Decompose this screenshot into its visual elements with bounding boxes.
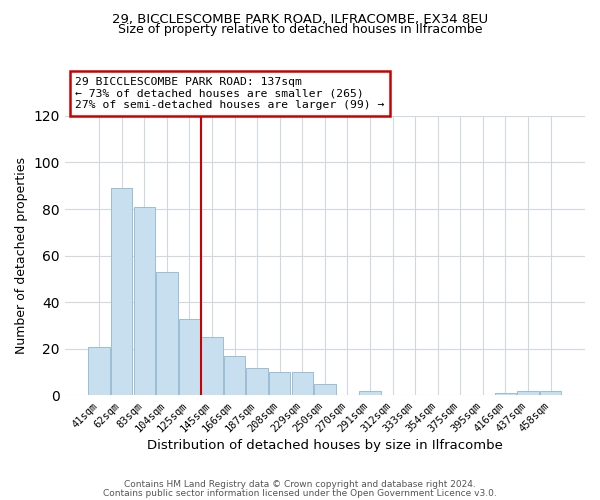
Y-axis label: Number of detached properties: Number of detached properties bbox=[15, 157, 28, 354]
Text: 29, BICCLESCOMBE PARK ROAD, ILFRACOMBE, EX34 8EU: 29, BICCLESCOMBE PARK ROAD, ILFRACOMBE, … bbox=[112, 12, 488, 26]
Bar bbox=[495, 393, 516, 396]
Text: Contains public sector information licensed under the Open Government Licence v3: Contains public sector information licen… bbox=[103, 488, 497, 498]
Text: Contains HM Land Registry data © Crown copyright and database right 2024.: Contains HM Land Registry data © Crown c… bbox=[124, 480, 476, 489]
Bar bbox=[224, 356, 245, 396]
Bar bbox=[269, 372, 290, 396]
Bar bbox=[88, 346, 110, 396]
Bar bbox=[517, 391, 539, 396]
Bar bbox=[156, 272, 178, 396]
Bar bbox=[314, 384, 335, 396]
Text: Size of property relative to detached houses in Ilfracombe: Size of property relative to detached ho… bbox=[118, 22, 482, 36]
Bar bbox=[540, 391, 562, 396]
Bar bbox=[179, 318, 200, 396]
Bar bbox=[111, 188, 133, 396]
Bar bbox=[134, 207, 155, 396]
Text: 29 BICCLESCOMBE PARK ROAD: 137sqm
← 73% of detached houses are smaller (265)
27%: 29 BICCLESCOMBE PARK ROAD: 137sqm ← 73% … bbox=[75, 77, 385, 110]
Bar bbox=[359, 391, 381, 396]
X-axis label: Distribution of detached houses by size in Ilfracombe: Distribution of detached houses by size … bbox=[147, 440, 503, 452]
Bar bbox=[247, 368, 268, 396]
Bar bbox=[292, 372, 313, 396]
Bar bbox=[202, 337, 223, 396]
